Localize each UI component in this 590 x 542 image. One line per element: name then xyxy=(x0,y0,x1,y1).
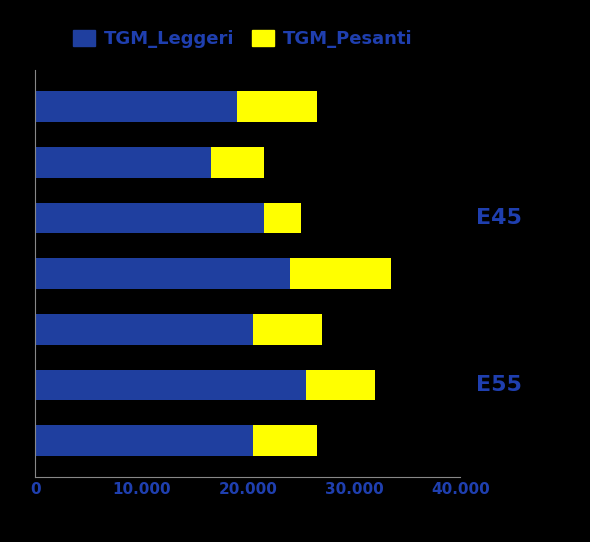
Bar xyxy=(35,425,253,456)
Bar xyxy=(35,314,253,345)
Text: E55: E55 xyxy=(476,375,522,395)
Bar xyxy=(211,147,264,178)
Bar xyxy=(35,92,237,122)
Legend: TGM_Leggeri, TGM_Pesanti: TGM_Leggeri, TGM_Pesanti xyxy=(65,23,419,55)
Bar xyxy=(35,147,211,178)
Bar xyxy=(237,92,317,122)
Bar xyxy=(35,370,306,401)
Bar xyxy=(264,203,301,234)
Bar xyxy=(306,370,375,401)
Bar xyxy=(290,259,391,289)
Text: E45: E45 xyxy=(476,208,522,228)
Bar xyxy=(35,203,264,234)
Bar xyxy=(253,425,317,456)
Bar xyxy=(253,314,322,345)
Bar xyxy=(35,259,290,289)
